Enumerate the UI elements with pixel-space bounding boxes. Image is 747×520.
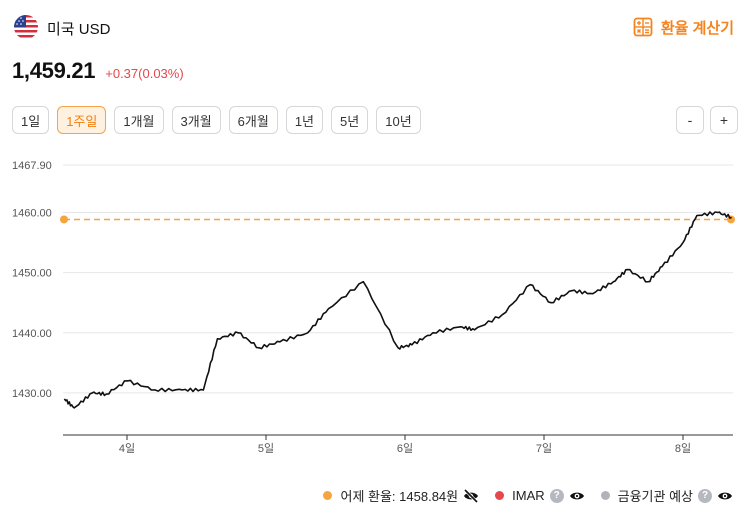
period-5y[interactable]: 5년 [331, 106, 369, 134]
help-icon[interactable]: ? [549, 488, 564, 503]
usd-rate-line [63, 211, 732, 409]
calculator-icon [633, 17, 653, 37]
legend-yesterday-label: 어제 환율: 1458.84원 [340, 489, 459, 504]
price-row: 1,459.21 +0.37(0.03%) [12, 58, 184, 84]
eye-off-icon[interactable] [463, 488, 479, 503]
period-1y[interactable]: 1년 [285, 106, 324, 134]
price-change: +0.37(0.03%) [105, 66, 184, 81]
period-1w[interactable]: 1주일 [57, 106, 107, 134]
yesterday-rate-start-dot [60, 215, 68, 224]
legend-bank-label: 금융기관 예상 [617, 489, 693, 504]
eye-icon[interactable] [717, 489, 733, 503]
imar-dot [495, 491, 505, 500]
y-tick-label: 1460.00 [12, 208, 52, 220]
help-icon[interactable]: ? [698, 488, 712, 503]
current-price: 1,459.21 [12, 58, 96, 83]
us-flag-icon [14, 15, 38, 39]
chart-legend: 어제 환율: 1458.84원 IMAR ? 금융기관 예상 ? [307, 486, 733, 505]
y-tick-label: 1430.00 [12, 388, 52, 400]
y-tick-label: 1440.00 [12, 328, 52, 340]
calculator-label: 환율 계산기 [660, 19, 734, 37]
period-1d[interactable]: 1일 [12, 106, 50, 134]
yesterday-rate-end-dot [727, 215, 735, 224]
x-tick-label: 7일 [536, 441, 552, 455]
period-3m[interactable]: 3개월 [171, 106, 221, 134]
zoom-in-button[interactable]: + [710, 106, 738, 134]
exchange-rate-chart: 1467.90 1460.00 1450.00 1440.00 1430.00 4일 5일… [12, 160, 735, 455]
x-tick-label: 4일 [119, 441, 135, 455]
x-tick-label: 5일 [258, 441, 274, 455]
y-tick-label: 1467.90 [12, 160, 52, 172]
eye-icon[interactable] [569, 489, 585, 503]
legend-imar-label: IMAR [512, 488, 545, 503]
currency-name: 미국 USD [47, 21, 111, 38]
exchange-calculator-button[interactable]: 환율 계산기 [633, 14, 734, 40]
legend-bank: 금융기관 예상 ? [600, 486, 733, 505]
yesterday-dot [323, 491, 333, 500]
bank-dot [600, 491, 610, 500]
header: 미국 USD 환율 계산기 [14, 14, 734, 42]
period-selector: 1일 1주일 1개월 3개월 6개월 1년 5년 10년 [12, 106, 429, 134]
legend-yesterday: 어제 환율: 1458.84원 [323, 486, 479, 505]
y-tick-label: 1450.00 [12, 268, 52, 280]
x-tick-label: 6일 [397, 441, 413, 455]
zoom-out-button[interactable]: - [676, 106, 704, 134]
period-6m[interactable]: 6개월 [228, 106, 278, 134]
x-tick-label: 8일 [675, 441, 691, 455]
period-1m[interactable]: 1개월 [114, 106, 164, 134]
period-10y[interactable]: 10년 [376, 106, 421, 134]
legend-imar: IMAR ? [495, 488, 585, 503]
